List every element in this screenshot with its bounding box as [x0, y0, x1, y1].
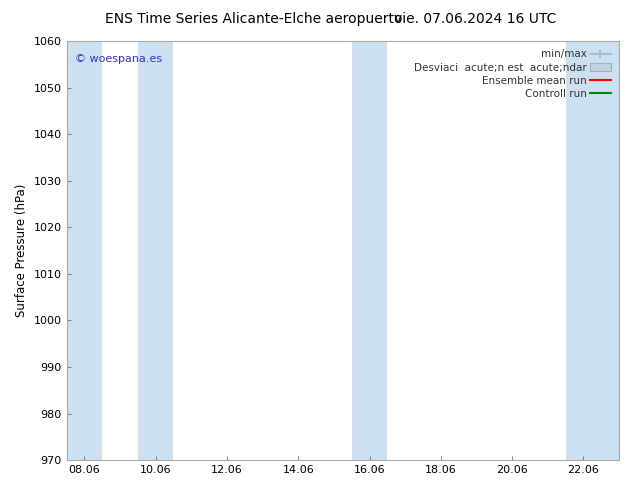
Bar [566, 41, 619, 460]
Bar [67, 41, 102, 460]
Bar [138, 41, 174, 460]
Bar [352, 41, 387, 460]
Legend: min/max, Desviaci  acute;n est  acute;ndar, Ensemble mean run, Controll run: min/max, Desviaci acute;n est acute;ndar… [411, 46, 614, 102]
Text: © woespana.es: © woespana.es [75, 53, 162, 64]
Text: ENS Time Series Alicante-Elche aeropuerto: ENS Time Series Alicante-Elche aeropuert… [105, 12, 403, 26]
Text: vie. 07.06.2024 16 UTC: vie. 07.06.2024 16 UTC [394, 12, 557, 26]
Y-axis label: Surface Pressure (hPa): Surface Pressure (hPa) [15, 184, 28, 318]
